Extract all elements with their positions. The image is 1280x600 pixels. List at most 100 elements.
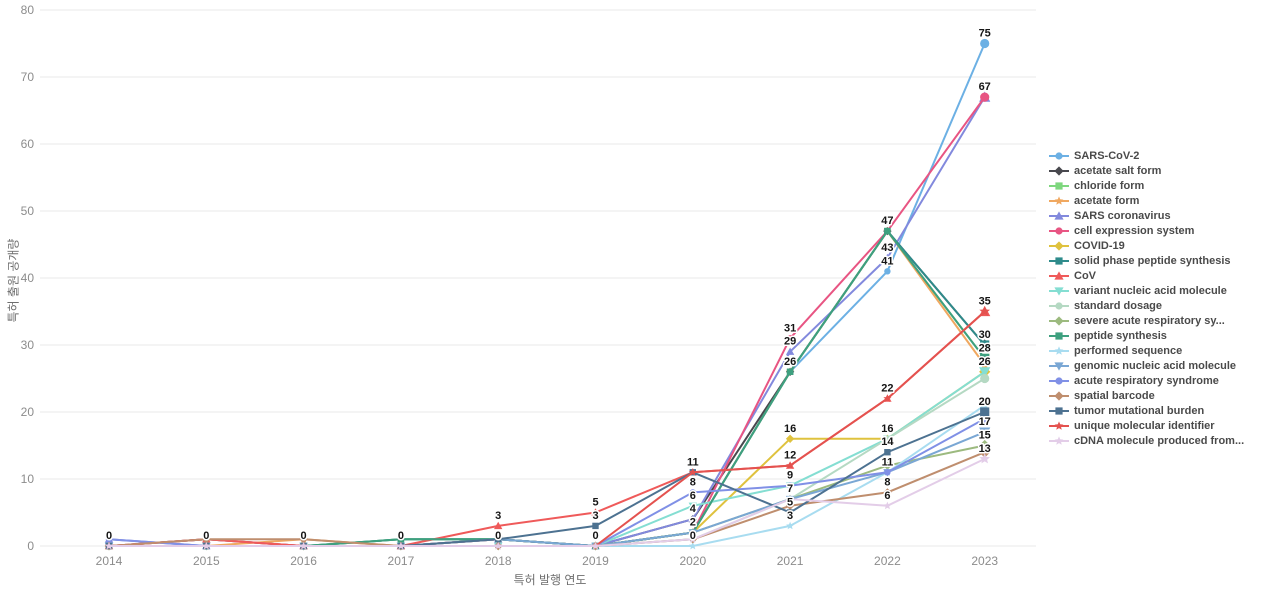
series-point-standard-dosage[interactable]: [980, 373, 990, 384]
legend-item-solid-phase-peptide-synthesis[interactable]: solid phase peptide synthesis: [1048, 253, 1276, 268]
series-point-sars-cov-2[interactable]: [884, 268, 891, 275]
series-point-cov[interactable]: [591, 508, 600, 516]
legend-marker-glyph[interactable]: [1054, 195, 1064, 205]
series-point-peptide-synthesis[interactable]: [884, 227, 891, 235]
series-point-cdna-molecule-produced-from[interactable]: [979, 453, 990, 464]
series-point-cell-expression-system[interactable]: [786, 335, 794, 342]
legend-item-covid-19[interactable]: COVID-19: [1048, 238, 1276, 253]
legend-item-peptide-synthesis[interactable]: peptide synthesis: [1048, 328, 1276, 343]
legend-marker-glyph[interactable]: [1054, 165, 1064, 176]
series-point-spatial-barcode[interactable]: [202, 535, 211, 544]
series-point-cdna-molecule-produced-from[interactable]: [105, 541, 113, 550]
series-point-acute-respiratory-syndrome[interactable]: [689, 489, 696, 496]
legend-marker-glyph[interactable]: [1055, 226, 1063, 235]
series-line-performed-sequence[interactable]: [109, 404, 986, 547]
legend-marker-glyph[interactable]: [1055, 151, 1063, 160]
series-line-sars-cov-2[interactable]: [109, 43, 986, 547]
series-point-genomic-nucleic-acid-molecule[interactable]: [979, 427, 991, 438]
legend-item-sars-cov-2[interactable]: SARS-CoV-2: [1048, 148, 1276, 163]
legend-marker-glyph[interactable]: [1055, 406, 1063, 415]
series-point-severe-acute-respiratory-sy[interactable]: [979, 439, 991, 452]
legend-marker-glyph[interactable]: [1055, 256, 1063, 265]
series-point-cov[interactable]: [494, 521, 503, 530]
series-point-performed-sequence[interactable]: [688, 541, 697, 550]
legend-marker-glyph[interactable]: [1055, 376, 1063, 385]
legend-marker-glyph[interactable]: [1054, 361, 1064, 371]
series-point-cdna-molecule-produced-from[interactable]: [688, 535, 697, 543]
series-line-unique-molecular-identifier[interactable]: [109, 310, 986, 547]
legend-item-variant-nucleic-acid-molecule[interactable]: variant nucleic acid molecule: [1048, 283, 1276, 298]
legend-item-tumor-mutational-burden[interactable]: tumor mutational burden: [1048, 403, 1276, 418]
series-point-cdna-molecule-produced-from[interactable]: [202, 541, 211, 550]
legend-item-genomic-nucleic-acid-molecule[interactable]: genomic nucleic acid molecule: [1048, 358, 1276, 373]
series-point-unique-molecular-identifier[interactable]: [979, 305, 990, 316]
series-point-spatial-barcode[interactable]: [979, 446, 991, 458]
series-point-spatial-barcode[interactable]: [883, 488, 892, 497]
series-point-unique-molecular-identifier[interactable]: [883, 394, 892, 402]
legend-item-chloride-form[interactable]: chloride form: [1048, 178, 1276, 193]
series-point-cdna-molecule-produced-from[interactable]: [786, 494, 795, 503]
series-point-sars-cov-2[interactable]: [980, 38, 990, 49]
series-point-covid-19[interactable]: [785, 434, 795, 443]
series-point-sars-coronavirus[interactable]: [785, 347, 795, 355]
series-point-cdna-molecule-produced-from[interactable]: [396, 541, 405, 550]
series-point-tumor-mutational-burden[interactable]: [884, 449, 891, 456]
series-point-tumor-mutational-burden[interactable]: [980, 407, 990, 417]
legend-item-cdna-molecule-produced-from[interactable]: cDNA molecule produced from...: [1048, 433, 1276, 448]
legend-marker-glyph[interactable]: [1054, 315, 1064, 326]
legend-item-acetate-salt-form[interactable]: acetate salt form: [1048, 163, 1276, 178]
series-point-peptide-synthesis[interactable]: [397, 536, 405, 543]
legend-item-acetate-form[interactable]: acetate form: [1048, 193, 1276, 208]
series-point-performed-sequence[interactable]: [786, 521, 795, 530]
legend-marker-glyph[interactable]: [1055, 331, 1063, 340]
series-point-peptide-synthesis[interactable]: [980, 353, 990, 363]
legend-marker-glyph[interactable]: [1054, 270, 1064, 280]
series-line-standard-dosage[interactable]: [109, 377, 986, 547]
series-point-tumor-mutational-burden[interactable]: [786, 509, 794, 516]
legend-item-unique-molecular-identifier[interactable]: unique molecular identifier: [1048, 418, 1276, 433]
series-point-peptide-synthesis[interactable]: [786, 368, 794, 375]
series-point-spatial-barcode[interactable]: [785, 501, 795, 510]
legend-marker-glyph[interactable]: [1054, 390, 1064, 401]
series-point-tumor-mutational-burden[interactable]: [495, 536, 502, 543]
series-line-cov[interactable]: [108, 310, 986, 547]
series-point-spatial-barcode[interactable]: [299, 535, 308, 544]
legend-item-cov[interactable]: CoV: [1048, 268, 1276, 283]
series-point-acute-respiratory-syndrome[interactable]: [884, 469, 891, 476]
series-line-cdna-molecule-produced-from[interactable]: [109, 457, 986, 547]
legend-item-performed-sequence[interactable]: performed sequence: [1048, 343, 1276, 358]
legend-marker-glyph[interactable]: [1054, 435, 1064, 445]
series-point-acute-respiratory-syndrome[interactable]: [786, 482, 794, 489]
series-point-performed-sequence[interactable]: [979, 399, 990, 410]
series-point-variant-nucleic-acid-molecule[interactable]: [979, 367, 991, 378]
series-point-sars-coronavirus[interactable]: [883, 253, 892, 262]
series-point-cdna-molecule-produced-from[interactable]: [591, 541, 600, 550]
series-point-tumor-mutational-burden[interactable]: [592, 522, 599, 530]
series-point-acetate-form[interactable]: [979, 359, 990, 370]
legend-item-sars-coronavirus[interactable]: SARS coronavirus: [1048, 208, 1276, 223]
series-point-acute-respiratory-syndrome[interactable]: [105, 536, 113, 543]
series-point-cdna-molecule-produced-from[interactable]: [494, 541, 503, 550]
legend-marker-glyph[interactable]: [1054, 210, 1064, 220]
legend-marker-glyph[interactable]: [1054, 240, 1064, 251]
series-line-genomic-nucleic-acid-molecule[interactable]: [109, 431, 986, 547]
series-point-genomic-nucleic-acid-molecule[interactable]: [688, 529, 697, 537]
legend-item-standard-dosage[interactable]: standard dosage: [1048, 298, 1276, 313]
series-point-standard-dosage[interactable]: [884, 435, 891, 442]
legend-item-severe-acute-respiratory-sy[interactable]: severe acute respiratory sy...: [1048, 313, 1276, 328]
series-point-cdna-molecule-produced-from[interactable]: [883, 501, 892, 510]
legend-marker-glyph[interactable]: [1054, 420, 1064, 430]
series-point-cdna-molecule-produced-from[interactable]: [299, 541, 308, 550]
legend-marker-glyph[interactable]: [1055, 301, 1063, 310]
legend-item-spatial-barcode[interactable]: spatial barcode: [1048, 388, 1276, 403]
series-point-severe-acute-respiratory-sy[interactable]: [883, 461, 892, 470]
legend-item-acute-respiratory-syndrome[interactable]: acute respiratory syndrome: [1048, 373, 1276, 388]
series-point-variant-nucleic-acid-molecule[interactable]: [688, 502, 697, 510]
series-point-unique-molecular-identifier[interactable]: [786, 461, 795, 469]
legend-item-cell-expression-system[interactable]: cell expression system: [1048, 223, 1276, 238]
series-point-cell-expression-system[interactable]: [980, 92, 990, 102]
series-point-solid-phase-peptide-synthesis[interactable]: [980, 340, 990, 350]
legend-marker-glyph[interactable]: [1055, 181, 1063, 190]
legend-marker-glyph[interactable]: [1054, 286, 1064, 296]
legend-marker-glyph[interactable]: [1054, 345, 1064, 355]
